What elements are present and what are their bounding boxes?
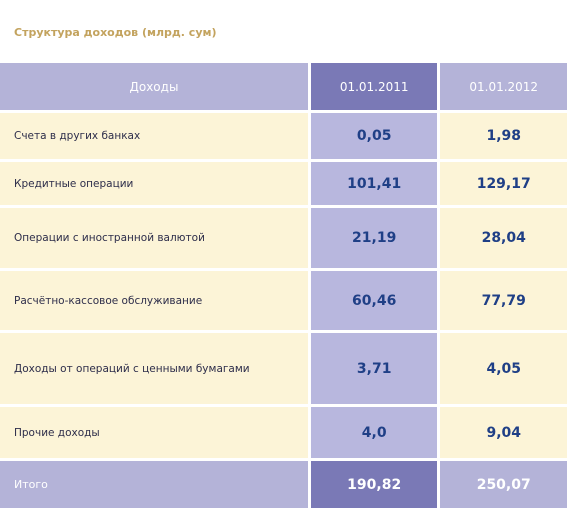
value-2011: 4,0 (310, 407, 438, 458)
table-row: Доходы от операций с ценными бумагами 3,… (0, 333, 567, 404)
table-title: Структура доходов (млрд. сум) (14, 26, 217, 39)
table-row: Счета в других банках 0,05 1,98 (0, 113, 567, 159)
header-2012: 01.01.2012 (440, 63, 567, 110)
table-row: Кредитные операции 101,41 129,17 (0, 162, 567, 205)
row-label: Расчётно-кассовое обслуживание (0, 271, 308, 330)
total-row: Итого 190,82 250,07 (0, 461, 567, 508)
value-2012: 9,04 (440, 407, 567, 458)
value-2012: 28,04 (440, 208, 567, 268)
row-label: Прочие доходы (0, 407, 308, 458)
row-label: Доходы от операций с ценными бумагами (0, 333, 308, 404)
value-2012: 4,05 (440, 333, 567, 404)
value-2012: 129,17 (440, 162, 567, 205)
value-2011: 101,41 (310, 162, 438, 205)
header-2011: 01.01.2011 (310, 63, 438, 110)
value-2012: 77,79 (440, 271, 567, 330)
row-label: Счета в других банках (0, 113, 308, 159)
table-row: Прочие доходы 4,0 9,04 (0, 407, 567, 458)
table-row: Расчётно-кассовое обслуживание 60,46 77,… (0, 271, 567, 330)
row-label: Операции с иностранной валютой (0, 208, 308, 268)
value-2012: 1,98 (440, 113, 567, 159)
total-2012: 250,07 (440, 461, 567, 508)
row-label: Кредитные операции (0, 162, 308, 205)
value-2011: 60,46 (310, 271, 438, 330)
header-row: Доходы 01.01.2011 01.01.2012 (0, 63, 567, 110)
header-income: Доходы (0, 63, 308, 110)
value-2011: 21,19 (310, 208, 438, 268)
table-row: Операции с иностранной валютой 21,19 28,… (0, 208, 567, 268)
value-2011: 3,71 (310, 333, 438, 404)
value-2011: 0,05 (310, 113, 438, 159)
income-structure-table: Доходы 01.01.2011 01.01.2012 Счета в дру… (0, 60, 567, 511)
total-2011: 190,82 (310, 461, 438, 508)
total-label: Итого (0, 461, 308, 508)
